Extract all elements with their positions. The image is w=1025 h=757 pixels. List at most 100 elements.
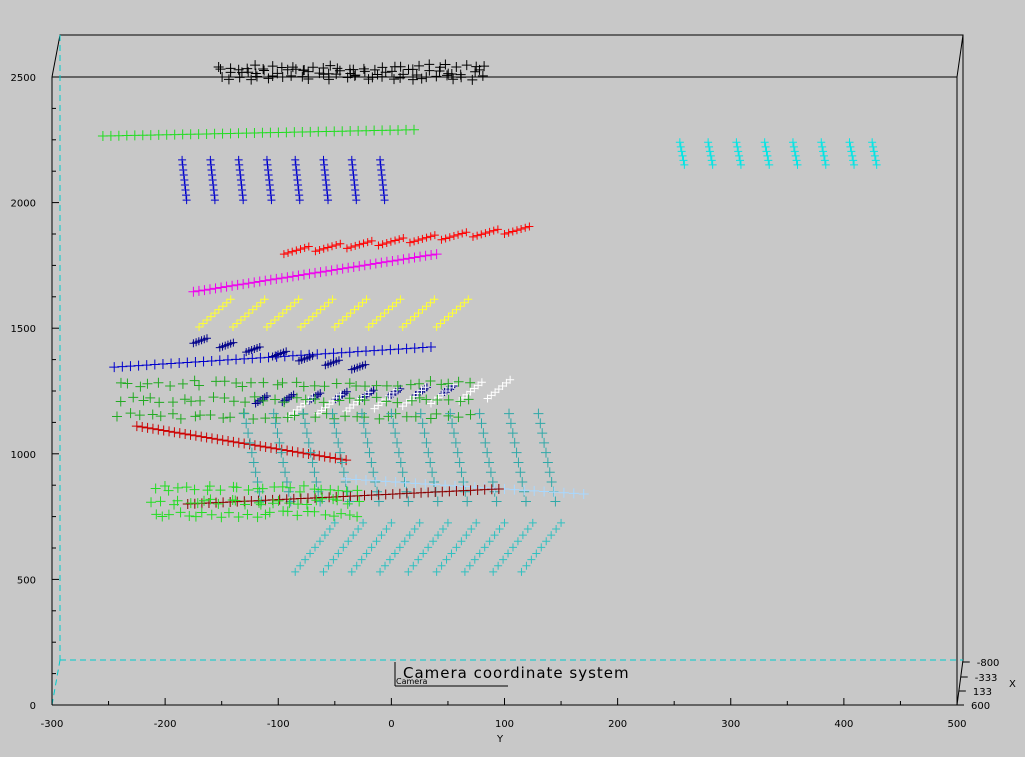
data-point	[350, 175, 359, 184]
data-point	[401, 343, 412, 354]
data-point	[361, 360, 370, 369]
data-point	[414, 555, 423, 564]
data-point	[360, 346, 371, 357]
data-point	[380, 309, 389, 318]
data-point	[474, 408, 485, 419]
data-point	[384, 305, 393, 314]
data-point	[480, 437, 491, 448]
data-point	[407, 64, 418, 75]
data-point	[351, 186, 360, 195]
data-point	[304, 316, 313, 325]
data-point	[246, 74, 257, 85]
data-point	[409, 252, 420, 263]
data-point	[262, 155, 271, 164]
data-point	[189, 484, 200, 495]
data-point	[328, 511, 339, 522]
data-point	[527, 555, 536, 564]
data-point	[443, 410, 454, 421]
data-point	[195, 322, 204, 331]
data-point	[355, 240, 364, 249]
data-point	[196, 507, 207, 518]
data-point	[705, 147, 714, 156]
data-point	[437, 235, 446, 244]
data-point	[417, 342, 428, 353]
data-point	[182, 196, 191, 205]
data-point	[462, 496, 473, 507]
data-point	[425, 376, 436, 387]
data-point	[475, 549, 484, 558]
data-point	[494, 561, 503, 570]
data-point	[348, 64, 359, 75]
data-point	[525, 222, 534, 231]
data-point	[216, 512, 227, 523]
data-point	[350, 305, 359, 314]
data-point	[303, 66, 314, 77]
data-point	[207, 165, 216, 174]
data-point	[294, 295, 303, 304]
data-point	[336, 239, 345, 248]
data-point	[395, 543, 404, 552]
data-point	[435, 62, 446, 73]
data-point	[493, 483, 504, 494]
data-point	[544, 467, 555, 478]
data-point	[378, 240, 387, 249]
data-point	[154, 397, 165, 408]
x-tick-label: 500	[947, 719, 966, 730]
data-point	[189, 375, 200, 386]
data-point	[239, 408, 250, 419]
data-point	[309, 506, 320, 517]
data-point	[259, 65, 270, 76]
data-point	[431, 408, 442, 419]
data-point	[398, 322, 407, 331]
data-point	[377, 531, 386, 540]
data-point	[243, 484, 254, 495]
data-point	[470, 66, 481, 77]
data-point	[332, 264, 343, 275]
data-point	[409, 124, 419, 135]
data-point	[323, 243, 332, 252]
data-point	[260, 509, 271, 520]
data-point	[172, 482, 183, 493]
data-point	[679, 156, 688, 165]
data-point	[349, 531, 358, 540]
data-point	[236, 316, 245, 325]
data-point	[248, 305, 257, 314]
data-point	[482, 447, 493, 458]
data-point	[255, 343, 264, 352]
data-point	[230, 495, 241, 506]
data-point	[311, 543, 320, 552]
data-point	[278, 457, 289, 468]
data-point	[287, 62, 298, 73]
y-tick-label: 1500	[11, 324, 36, 335]
data-point	[322, 181, 331, 190]
data-point	[190, 356, 201, 367]
data-point	[321, 170, 330, 179]
data-point	[473, 231, 482, 240]
data-point	[273, 495, 284, 506]
data-point	[294, 186, 303, 195]
data-point	[552, 525, 561, 534]
data-point	[282, 347, 291, 356]
data-point	[277, 377, 288, 388]
data-point	[229, 338, 238, 347]
depth-tick-label: -800	[977, 658, 1000, 669]
data-point	[309, 380, 320, 391]
data-point	[392, 298, 401, 307]
data-point	[513, 537, 522, 546]
data-point	[208, 175, 217, 184]
data-point	[256, 298, 265, 307]
data-point	[369, 345, 380, 356]
data-point	[410, 525, 419, 534]
data-point	[291, 155, 300, 164]
data-point	[425, 457, 436, 468]
data-point	[301, 428, 312, 439]
data-point	[312, 309, 321, 318]
x-tick-label: 100	[495, 719, 514, 730]
data-point	[217, 435, 228, 446]
data-point	[393, 447, 404, 458]
data-point	[255, 441, 266, 452]
data-point	[420, 250, 431, 261]
data-point	[235, 160, 244, 169]
data-point	[414, 392, 425, 403]
data-point	[319, 567, 328, 576]
